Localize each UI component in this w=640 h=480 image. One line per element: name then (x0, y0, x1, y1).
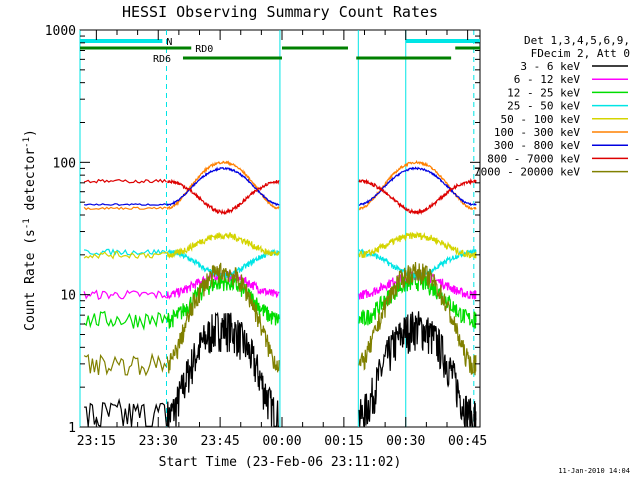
y-axis-label-suffix: ) (23, 129, 38, 137)
series-7 (83, 178, 477, 216)
y-axis: 1 10 100 1000 (45, 24, 480, 436)
legend-label-3: 25 - 50 keV (507, 100, 580, 113)
series-2-trace-1 (358, 272, 474, 328)
y-tick-label-0: 1 (68, 421, 76, 436)
series-7-edge-0 (83, 178, 167, 184)
vertical-markers (79, 30, 475, 427)
flag-label-n: N (166, 37, 172, 48)
series-3-trace-0 (166, 248, 280, 280)
series-6-trace-0 (166, 166, 280, 207)
series-4-trace-0 (166, 232, 280, 259)
series-0-edge-1 (473, 401, 477, 427)
x-axis: 23:15 23:30 23:45 00:00 00:15 00:30 00:45 (77, 30, 487, 449)
series-5-edge-0 (83, 206, 167, 211)
series-8-trace-1 (358, 261, 474, 375)
series-6-edge-1 (473, 203, 477, 206)
series-6 (84, 166, 477, 207)
series-0 (84, 311, 477, 429)
date-stamp: 11-Jan-2010 14:04 (558, 467, 630, 475)
y-tick-label-2: 100 (53, 156, 76, 171)
legend-header-line-1: FDecim 2, Att 0 (531, 47, 630, 60)
x-tick-label-6: 00:45 (448, 434, 487, 449)
series-7-edge-1 (473, 179, 477, 183)
series-2-edge-1 (473, 311, 477, 329)
series-0-trace-1 (358, 311, 474, 427)
x-axis-label: Start Time (23-Feb-06 23:11:02) (159, 455, 402, 470)
series-7-trace-1 (358, 178, 474, 216)
series-8-edge-1 (473, 354, 477, 376)
legend-label-5: 100 - 300 keV (494, 126, 580, 139)
flag-bars: N RD0 RD6 (80, 37, 480, 65)
series-8-trace-0 (166, 262, 280, 374)
series-3-edge-0 (84, 248, 167, 257)
series-2 (83, 272, 477, 331)
series-0-trace-0 (166, 311, 280, 429)
x-tick-label-0: 23:15 (77, 434, 116, 449)
legend-label-2: 12 - 25 keV (507, 86, 580, 99)
series-0-edge-0 (84, 397, 168, 428)
legend-label-4: 50 - 100 keV (501, 113, 581, 126)
series-7-trace-0 (167, 178, 280, 216)
legend-label-1: 6 - 12 keV (514, 73, 581, 86)
x-tick-label-5: 00:30 (386, 434, 425, 449)
flag-label-rd6: RD6 (153, 54, 171, 65)
y-axis-label-mid: detector (23, 148, 38, 219)
legend-label-6: 300 - 800 keV (494, 139, 580, 152)
series-4-trace-1 (358, 231, 474, 259)
series-4-edge-0 (83, 250, 167, 260)
series-5-edge-1 (473, 207, 477, 210)
series-8-edge-0 (83, 352, 168, 377)
legend-label-0: 3 - 6 keV (520, 60, 580, 73)
legend: Det 1,3,4,5,6,9,FDecim 2, Att 03 - 6 keV… (474, 34, 630, 179)
y-axis-label-sup1: -1 (22, 218, 32, 229)
series-4-edge-1 (473, 251, 477, 259)
series-6-trace-1 (358, 166, 474, 207)
legend-header-line-0: Det 1,3,4,5,6,9, (524, 34, 630, 47)
series-4 (83, 231, 477, 260)
x-tick-label-4: 00:15 (324, 434, 363, 449)
y-axis-label-prefix: Count Rate (s (23, 229, 38, 331)
series-2-edge-0 (83, 310, 168, 331)
series-6-edge-0 (84, 203, 167, 206)
series-layer (83, 159, 477, 429)
x-tick-label-1: 23:30 (139, 434, 178, 449)
y-axis-label: Count Rate (s-1 detector-1) (22, 129, 38, 331)
legend-label-7: 800 - 7000 keV (487, 152, 580, 165)
y-axis-label-sup2: -1 (22, 137, 32, 148)
series-2-trace-0 (166, 274, 280, 329)
series-8 (83, 261, 477, 377)
legend-label-8: 7000 - 20000 keV (474, 166, 580, 179)
x-tick-label-2: 23:45 (201, 434, 240, 449)
x-tick-label-3: 00:00 (262, 434, 301, 449)
chart-title: HESSI Observing Summary Count Rates (122, 3, 438, 21)
y-tick-label-3: 1000 (45, 24, 76, 39)
flag-label-rd0: RD0 (195, 44, 213, 55)
series-1-edge-0 (83, 289, 167, 300)
y-tick-label-1: 10 (60, 289, 76, 304)
